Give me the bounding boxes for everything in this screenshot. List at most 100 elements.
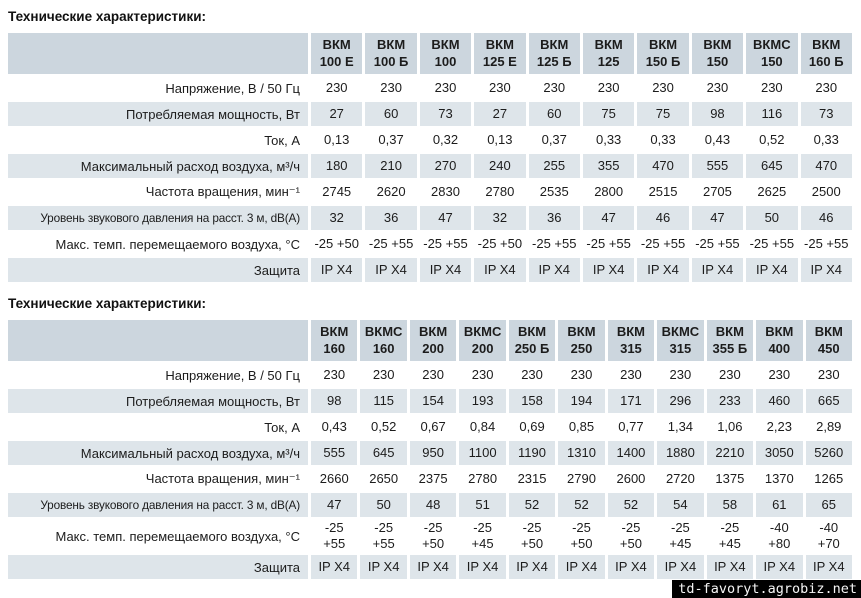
value-cell: IP X4 [409, 555, 457, 579]
value-cell: 27 [474, 102, 526, 126]
value-cell: 230 [597, 80, 620, 95]
value-cell: 230 [434, 80, 457, 95]
value-cell: 270 [419, 154, 472, 178]
model-header: ВКМ 250 Б [508, 320, 556, 361]
table-corner [8, 33, 308, 74]
value-cell: 0,13 [324, 132, 350, 147]
value-cell: 65 [805, 493, 852, 517]
value-cell: IP X4 [637, 258, 689, 282]
row-label: Максимальный расход воздуха, м³/ч [8, 154, 308, 178]
row-label: Потребляемая мощность, Вт [8, 102, 308, 126]
value-cell: IP X4 [691, 258, 744, 282]
value-cell: 2705 [702, 184, 732, 199]
value-cell: 0,52 [759, 132, 785, 147]
value-cell: 230 [652, 80, 674, 95]
value-cell: 210 [365, 154, 417, 178]
value-cell: 2830 [431, 184, 460, 199]
value-cell: -25 +50 [422, 520, 445, 551]
value-cell: 58 [706, 493, 754, 517]
value-cell: 2660 [319, 471, 349, 486]
value-cell: 48 [409, 493, 457, 517]
value-cell: 2210 [706, 441, 754, 465]
spec-table-1: ВКМ 100 Е ВКМ 100 Б ВКМ 100 ВКМ 125 Е ВКМ 12… [5, 31, 855, 284]
value-cell: 1400 [607, 441, 655, 465]
spec-row: Максимальный расход воздуха, м³/ч 180 210 2… [8, 154, 852, 178]
value-cell: 1265 [814, 471, 844, 486]
model-header: ВКМ 250 [558, 320, 605, 361]
table-corner [8, 320, 308, 361]
value-cell: 470 [800, 154, 852, 178]
section-title-2: Технические характеристики: [8, 296, 207, 311]
value-cell: -25 +50 [477, 236, 523, 251]
value-cell: 0,37 [541, 132, 567, 147]
value-cell: 75 [637, 102, 689, 126]
model-header: ВКМ 150 Б [637, 33, 689, 74]
value-cell: 194 [558, 389, 605, 413]
row-label: Напряжение, В / 50 Гц [165, 367, 300, 383]
value-cell: 2720 [665, 471, 695, 486]
row-label: Защита [8, 555, 308, 579]
value-cell: 158 [508, 389, 556, 413]
row-label: Ток, А [264, 132, 300, 148]
value-cell: -40 +80 [768, 520, 791, 551]
value-cell: 47 [419, 206, 472, 230]
value-cell: 665 [805, 389, 852, 413]
value-cell: 61 [756, 493, 803, 517]
value-cell: 230 [570, 367, 593, 382]
value-cell: 1310 [558, 441, 605, 465]
value-cell: 32 [311, 206, 363, 230]
value-cell: -25 +50 [570, 520, 593, 551]
page: Технические характеристики: ВКМ 100 Е ВКМ… [0, 9, 861, 598]
value-cell: 36 [528, 206, 580, 230]
value-cell: IP X4 [311, 555, 358, 579]
value-cell: IP X4 [558, 555, 605, 579]
value-cell: 470 [637, 154, 689, 178]
value-cell: 1100 [459, 441, 506, 465]
value-cell: 0,69 [519, 419, 545, 434]
value-cell: 230 [489, 80, 511, 95]
value-cell: -25 +50 [619, 520, 642, 551]
value-cell: 0,37 [378, 132, 404, 147]
spec-row: Напряжение, В / 50 Гц 230 230 230 230 230 230 2… [8, 76, 852, 100]
value-cell: 2620 [376, 184, 406, 199]
value-cell: IP X4 [607, 555, 655, 579]
value-cell: 230 [422, 367, 444, 382]
value-cell: 2650 [369, 471, 399, 486]
value-cell: IP X4 [508, 555, 556, 579]
value-cell: 2,89 [816, 419, 842, 434]
value-cell: 645 [360, 441, 407, 465]
model-header: ВКМ 450 [805, 320, 852, 361]
value-cell: IP X4 [756, 555, 803, 579]
model-header: ВКМ 200 [409, 320, 457, 361]
value-cell: 3050 [756, 441, 803, 465]
value-cell: 2,23 [766, 419, 792, 434]
spec-row: Потребляемая мощность, Вт 27 60 73 27 60 75 75 9… [8, 102, 852, 126]
value-cell: 73 [419, 102, 472, 126]
value-cell: 2500 [811, 184, 841, 199]
value-cell: 116 [746, 102, 798, 126]
value-cell: 27 [311, 102, 363, 126]
spec-row: Максимальный расход воздуха, м³/ч 555 645 9… [8, 441, 852, 465]
value-cell: 230 [372, 367, 395, 382]
model-header: ВКМ 125 Б [528, 33, 580, 74]
model-header: ВКМС 315 [657, 320, 704, 361]
value-cell: 2535 [539, 184, 569, 199]
value-cell: IP X4 [657, 555, 704, 579]
row-label: Частота вращения, мин⁻¹ [145, 471, 300, 486]
value-cell: 46 [637, 206, 689, 230]
value-cell: IP X4 [528, 258, 580, 282]
value-cell: 230 [521, 367, 543, 382]
value-cell: 2800 [594, 184, 624, 199]
value-cell: 555 [311, 441, 358, 465]
value-cell: IP X4 [474, 258, 526, 282]
value-cell: 230 [543, 80, 566, 95]
value-cell: 47 [691, 206, 744, 230]
value-cell: 46 [800, 206, 852, 230]
value-cell: -25 +55 [423, 236, 468, 251]
value-cell: 255 [528, 154, 580, 178]
value-cell: 0,13 [487, 132, 513, 147]
value-cell: 2600 [616, 471, 646, 486]
value-cell: -25 +55 [640, 236, 686, 251]
row-label: Ток, А [264, 419, 300, 435]
value-cell: IP X4 [706, 555, 754, 579]
